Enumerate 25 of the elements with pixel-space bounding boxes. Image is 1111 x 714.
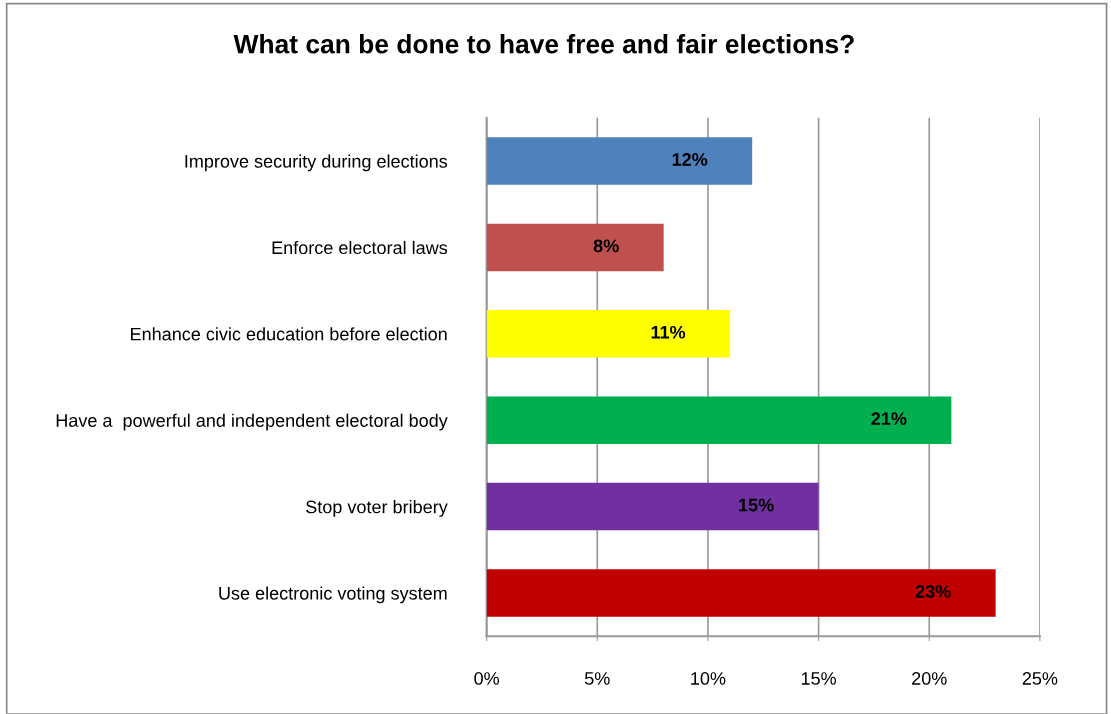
y-tick-label: Use electronic voting system	[219, 586, 447, 604]
y-tick-label: Enforce electoral laws	[272, 240, 448, 255]
data-label: 21%	[871, 412, 907, 425]
data-label: 12%	[672, 153, 708, 166]
y-tick-label: Have a powerful and independent electoral body	[56, 413, 448, 431]
x-tick-label: 20%	[912, 672, 947, 685]
data-label: 23%	[915, 585, 951, 598]
y-tick-label: Stop voter bribery	[306, 500, 448, 517]
x-tick-label: 5%	[584, 672, 610, 685]
y-tick-label: Enhance civic education before election	[131, 327, 447, 341]
bar	[486, 310, 731, 358]
x-tick-label: 0%	[474, 672, 500, 685]
bar	[486, 396, 952, 444]
data-label: 15%	[739, 498, 774, 512]
data-label: 11%	[651, 325, 686, 339]
bar	[486, 223, 664, 272]
bar	[486, 569, 996, 617]
x-tick-label: 10%	[691, 672, 726, 685]
bar	[486, 137, 753, 185]
chart-title: What can be done to have free and fair elections?	[233, 34, 854, 54]
bar	[486, 482, 819, 531]
y-tick-label: Improve security during elections	[185, 154, 448, 172]
data-label: 8%	[593, 239, 619, 253]
x-tick-label: 25%	[1022, 672, 1058, 685]
x-tick-label: 15%	[801, 672, 837, 685]
